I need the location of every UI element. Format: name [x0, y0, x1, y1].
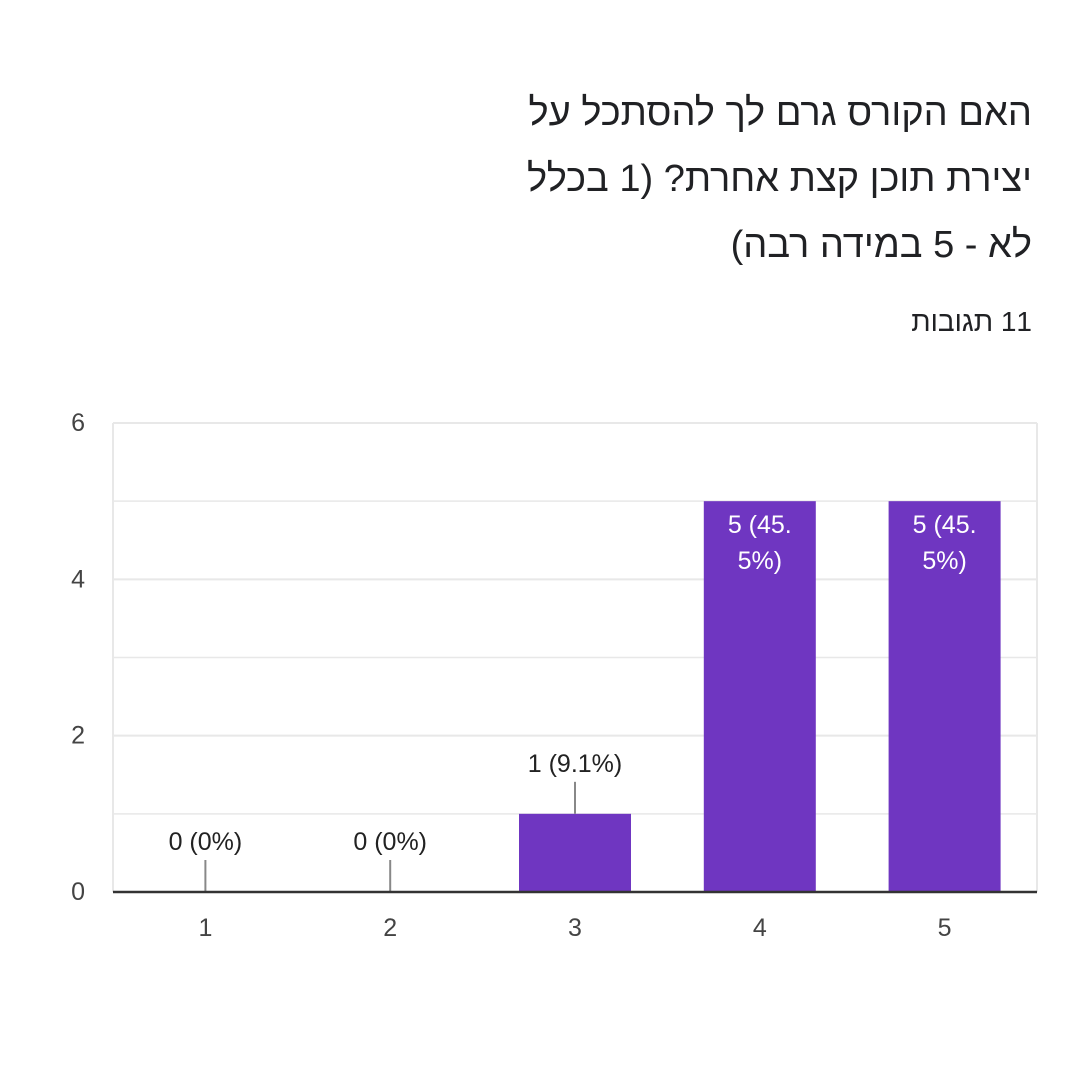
data-label: 1 (9.1%) — [528, 750, 622, 778]
x-tick-label: 5 — [938, 914, 952, 942]
y-tick-label: 0 — [71, 878, 85, 906]
data-label: 0 (0%) — [353, 828, 427, 856]
data-label: 5 (45. — [913, 511, 977, 539]
data-label: 5 (45. — [728, 511, 792, 539]
question-title-line: לא - 5 במידה רבה) — [730, 224, 1032, 266]
question-title-line: יצירת תוכן קצת אחרת? (1 בכלל — [526, 158, 1032, 200]
bar — [519, 813, 631, 892]
x-tick-label: 4 — [753, 914, 767, 942]
data-label: 5%) — [922, 547, 966, 575]
x-tick-label: 1 — [198, 914, 212, 942]
data-label: 5%) — [738, 547, 782, 575]
response-count: 11 תגובות — [911, 306, 1032, 337]
question-title-line: האם הקורס גרם לך להסתכל על — [528, 92, 1032, 134]
x-tick-label: 2 — [383, 914, 397, 942]
bar — [888, 501, 1001, 892]
y-tick-label: 2 — [71, 722, 85, 750]
data-label: 0 (0%) — [169, 828, 243, 856]
bar — [703, 501, 816, 892]
x-tick-label: 3 — [568, 914, 582, 942]
question-title: האם הקורס גרם לך להסתכל על יצירת תוכן קצ… — [432, 80, 1032, 278]
y-tick-label: 4 — [71, 565, 85, 593]
question-header: האם הקורס גרם לך להסתכל על יצירת תוכן קצ… — [432, 80, 1032, 340]
y-tick-label: 6 — [71, 409, 85, 437]
